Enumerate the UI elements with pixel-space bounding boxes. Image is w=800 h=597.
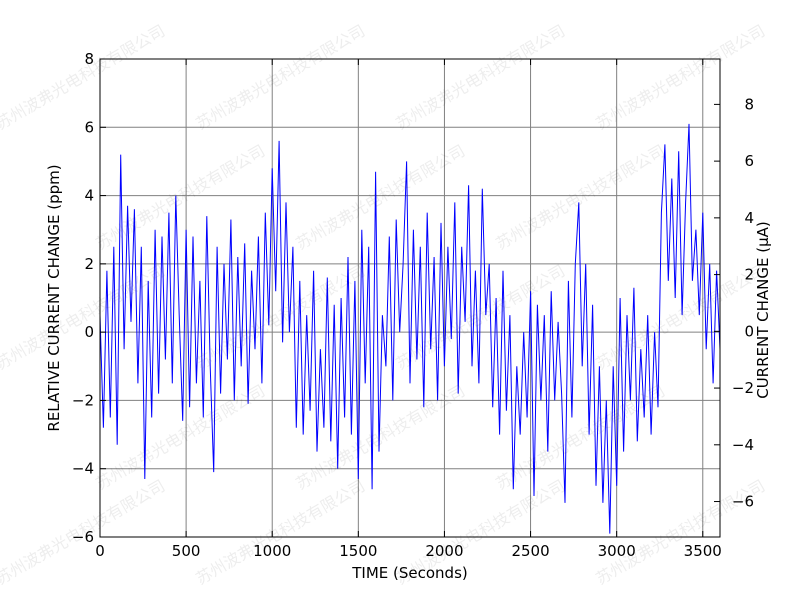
x-tick-label: 0 [95, 542, 105, 560]
y-tick-label: 0 [84, 323, 94, 341]
y2-axis-label: CURRENT CHANGE (μA) [754, 221, 772, 399]
x-tick-label: 1000 [253, 542, 291, 560]
y-tick-label: −6 [72, 528, 94, 546]
x-tick-label: 500 [172, 542, 201, 560]
y-axis-label: RELATIVE CURRENT CHANGE (ppm) [45, 164, 63, 431]
y-tick-label: −2 [72, 391, 94, 409]
y2-tick-label: 4 [744, 209, 754, 227]
series-line [100, 123, 720, 534]
y-tick-label: 6 [84, 118, 94, 136]
x-tick-label: 1500 [339, 542, 377, 560]
y2-tick-label: −2 [732, 379, 754, 397]
x-tick-label: 2500 [511, 542, 549, 560]
y-tick-label: 4 [84, 187, 94, 205]
x-tick-label: 2000 [425, 542, 463, 560]
y2-tick-label: 6 [744, 152, 754, 170]
x-axis-label: TIME (Seconds) [351, 564, 468, 582]
y-tick-label: 8 [84, 50, 94, 68]
grid [99, 58, 720, 538]
y2-tick-label: 0 [744, 322, 754, 340]
x-tick-label: 3000 [598, 542, 636, 560]
plot-frame [99, 58, 721, 538]
y-tick-label: −4 [72, 460, 94, 478]
y2-tick-label: −4 [732, 436, 754, 454]
y-tick-label: 2 [84, 255, 94, 273]
y2-tick-label: −6 [732, 493, 754, 511]
y2-tick-label: 8 [744, 95, 754, 113]
y2-tick-label: 2 [744, 266, 754, 284]
x-tick-label: 3500 [684, 542, 722, 560]
